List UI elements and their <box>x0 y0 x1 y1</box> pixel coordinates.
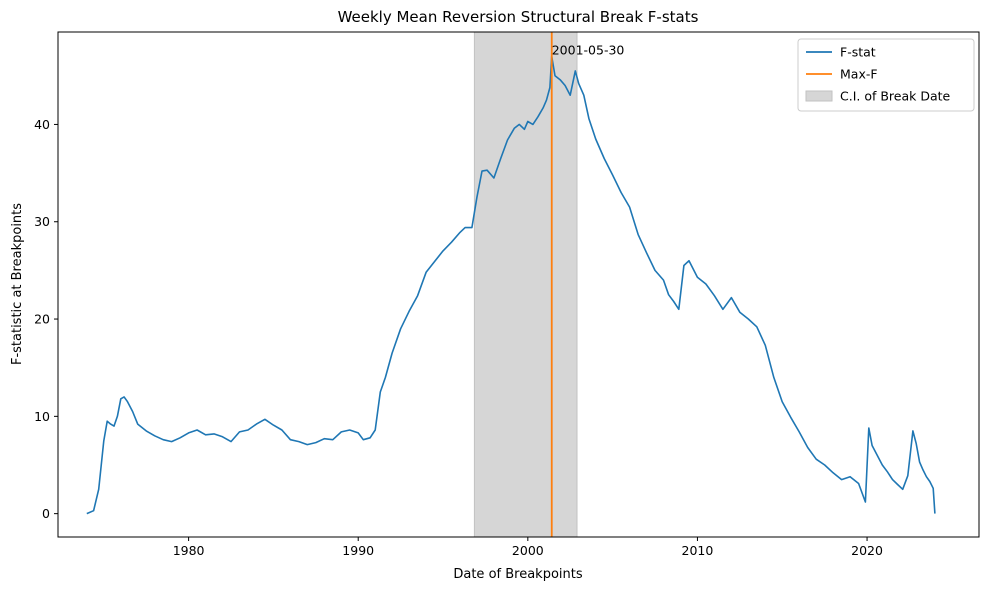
plot-area: 2001-05-30 <box>57 31 980 538</box>
y-tick-label-4: 40 <box>34 117 50 132</box>
x-tick-label-0: 1980 <box>173 543 205 558</box>
y-tick-label-2: 20 <box>34 312 50 327</box>
x-tick-label-4: 2020 <box>851 543 883 558</box>
legend: F-stat Max-F C.I. of Break Date <box>797 38 975 112</box>
fstat-line <box>86 55 936 515</box>
x-tick-label-3: 2010 <box>682 543 714 558</box>
legend-label-max-f: Max-F <box>840 67 878 82</box>
plot-frame <box>57 31 980 538</box>
chart-title: Weekly Mean Reversion Structural Break F… <box>338 8 699 26</box>
x-tick-label-1: 1990 <box>342 543 374 558</box>
y-tick-label-1: 10 <box>34 409 50 424</box>
legend-label-ci: C.I. of Break Date <box>840 89 951 104</box>
y-axis: 0 10 20 30 40 <box>34 117 58 521</box>
legend-swatch-ci <box>805 90 833 102</box>
y-tick-label-3: 30 <box>34 214 50 229</box>
annotation-0: 2001-05-30 <box>552 42 625 57</box>
x-axis: 1980 1990 2000 2010 2020 <box>173 537 883 558</box>
x-tick-label-2: 2000 <box>512 543 544 558</box>
legend-label-fstat: F-stat <box>840 45 876 60</box>
y-tick-label-0: 0 <box>42 506 50 521</box>
legend-box <box>797 38 975 112</box>
y-axis-title: F-statistic at Breakpoints <box>10 203 25 365</box>
ci-region-0 <box>473 31 578 538</box>
x-axis-title: Date of Breakpoints <box>453 567 582 582</box>
